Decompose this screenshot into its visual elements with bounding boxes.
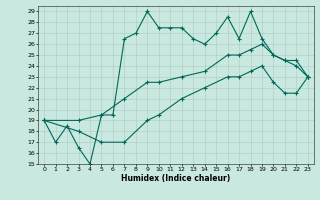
X-axis label: Humidex (Indice chaleur): Humidex (Indice chaleur): [121, 174, 231, 183]
